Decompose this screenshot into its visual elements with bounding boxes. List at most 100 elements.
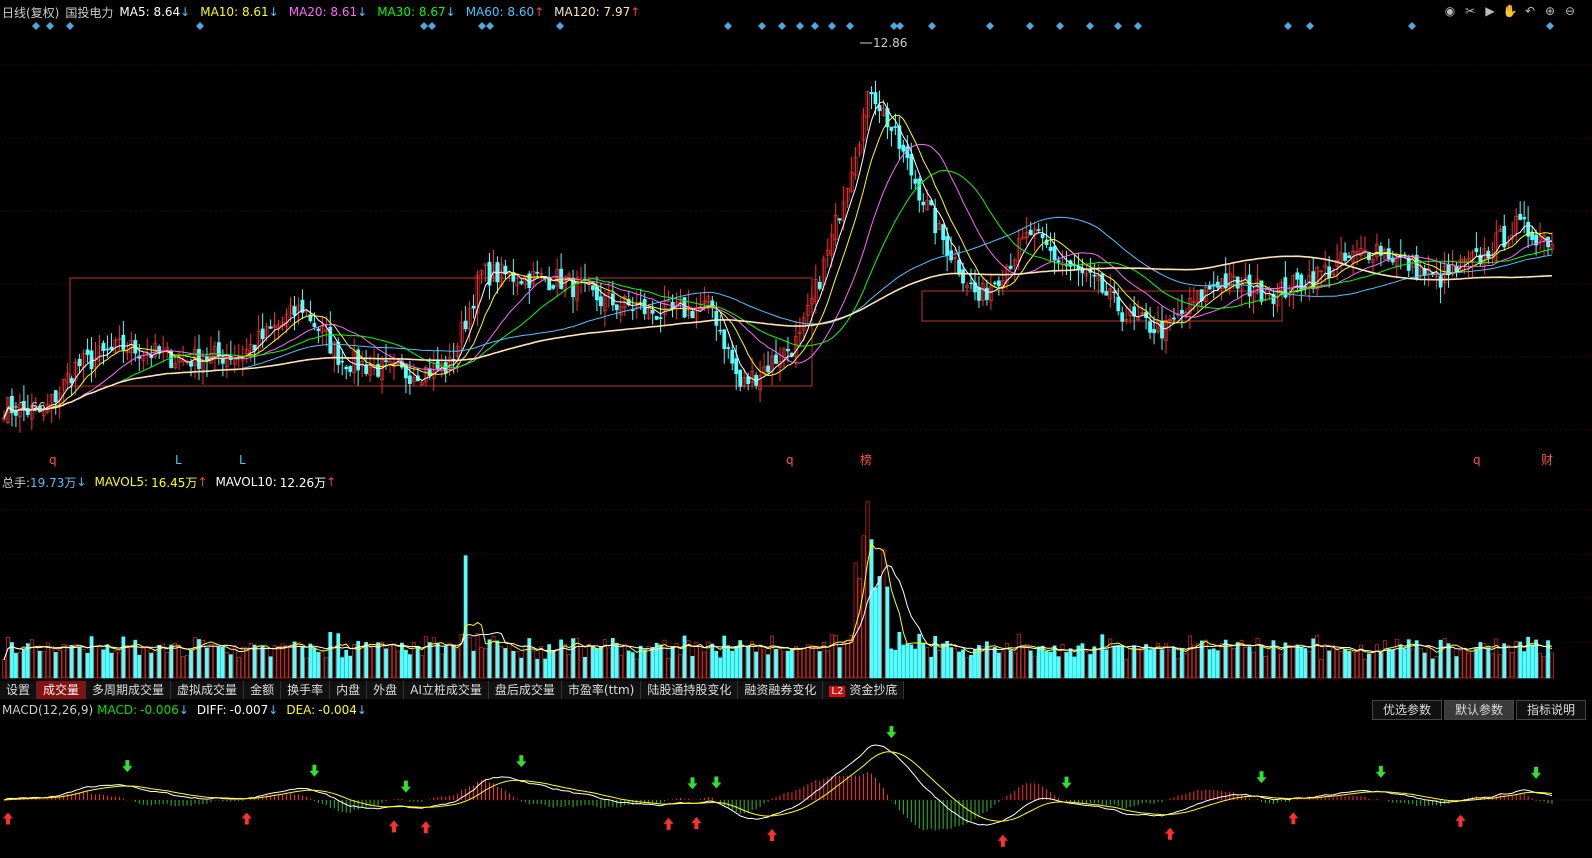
event-marker[interactable]: L bbox=[239, 453, 246, 467]
macd-param-button[interactable]: 默认参数 bbox=[1443, 700, 1514, 720]
tab-4[interactable]: 金额 bbox=[244, 681, 282, 699]
volume-bar bbox=[766, 654, 770, 679]
tab-10[interactable]: 市盈率(ttm) bbox=[562, 681, 642, 699]
play-icon[interactable]: ▶ bbox=[1485, 4, 1495, 18]
zoom-out-icon[interactable]: ⊖ bbox=[1564, 4, 1576, 18]
event-marker[interactable]: 榜 bbox=[860, 452, 872, 467]
event-diamond-icon[interactable] bbox=[811, 22, 819, 30]
tab-8[interactable]: AI立桩成交量 bbox=[404, 681, 489, 699]
event-diamond-icon[interactable] bbox=[828, 22, 836, 30]
event-diamond-icon[interactable] bbox=[1056, 22, 1064, 30]
event-diamond-icon[interactable] bbox=[486, 22, 494, 30]
event-diamond-icon[interactable] bbox=[556, 22, 564, 30]
volume-bar bbox=[1450, 646, 1455, 679]
event-marker[interactable]: 财 bbox=[1541, 453, 1553, 467]
ma-value: 8.60 bbox=[507, 5, 535, 19]
tab-5[interactable]: 换手率 bbox=[281, 681, 331, 699]
volume-bar bbox=[1406, 639, 1411, 679]
candle-body bbox=[1108, 288, 1113, 300]
candle-body bbox=[1207, 284, 1212, 290]
event-diamond-icon[interactable] bbox=[1086, 22, 1094, 30]
event-marker[interactable]: q bbox=[1473, 453, 1481, 467]
event-diamond-icon[interactable] bbox=[1306, 22, 1314, 30]
candle-body bbox=[49, 393, 54, 410]
event-marker[interactable]: L bbox=[175, 453, 182, 467]
event-diamond-icon[interactable] bbox=[778, 22, 786, 30]
tab-1[interactable]: 成交量 bbox=[37, 681, 87, 699]
undo-icon[interactable]: ↶ bbox=[1524, 4, 1536, 18]
event-diamond-icon[interactable] bbox=[32, 22, 40, 30]
macd-param-button[interactable]: 指标说明 bbox=[1515, 700, 1586, 720]
event-diamond-icon[interactable] bbox=[1134, 22, 1142, 30]
event-diamond-icon[interactable] bbox=[846, 22, 854, 30]
event-diamond-icon[interactable] bbox=[428, 22, 436, 30]
event-diamond-icon[interactable] bbox=[1114, 22, 1122, 30]
event-diamond-icon[interactable] bbox=[46, 22, 54, 30]
candle-body bbox=[893, 126, 898, 128]
hand-icon[interactable]: ✋ bbox=[1502, 4, 1518, 18]
event-diamond-icon[interactable] bbox=[66, 22, 74, 30]
tab-6[interactable]: 内盘 bbox=[330, 681, 368, 699]
candle-body bbox=[1323, 264, 1328, 268]
event-diamond-icon[interactable] bbox=[896, 22, 904, 30]
period-label[interactable]: 日线(复权) bbox=[2, 5, 60, 20]
event-diamond-icon[interactable] bbox=[890, 22, 898, 30]
candle-body bbox=[1382, 248, 1387, 260]
candle-body bbox=[901, 144, 906, 152]
macd-chart[interactable] bbox=[0, 718, 1592, 858]
candle-body bbox=[606, 292, 611, 295]
event-marker[interactable]: q bbox=[786, 453, 794, 467]
volume-bar bbox=[1367, 653, 1371, 679]
macd-param-button[interactable]: 优选参数 bbox=[1371, 700, 1442, 720]
volume-bar bbox=[1088, 654, 1093, 679]
tab-2[interactable]: 多周期成交量 bbox=[86, 681, 172, 699]
event-diamond-icon[interactable] bbox=[420, 22, 428, 30]
event-marker[interactable]: q bbox=[49, 453, 57, 467]
volume-bar bbox=[216, 646, 221, 679]
event-diamond-icon[interactable] bbox=[478, 22, 486, 30]
arrow-up-icon: ↑ bbox=[534, 5, 545, 19]
volume-bar bbox=[220, 646, 225, 679]
candle-body bbox=[953, 257, 957, 259]
eye-icon[interactable]: ◉ bbox=[1444, 4, 1456, 18]
volume-bar bbox=[730, 650, 735, 679]
volume-bar bbox=[746, 645, 751, 679]
volume-bar bbox=[714, 651, 719, 679]
tab-label: 融资融券变化 bbox=[744, 683, 817, 697]
event-diamond-icon[interactable] bbox=[1408, 22, 1416, 30]
volume-bar bbox=[404, 649, 408, 679]
candle-body bbox=[1410, 256, 1415, 268]
tab-9[interactable]: 盘后成交量 bbox=[489, 681, 562, 699]
volume-bar bbox=[1426, 645, 1431, 679]
tab-0[interactable]: 设置 bbox=[0, 681, 38, 699]
volume-bar bbox=[133, 639, 138, 679]
volume-bar bbox=[977, 645, 981, 679]
ma-label: MA10: bbox=[200, 5, 242, 19]
event-diamond-icon[interactable] bbox=[928, 22, 936, 30]
tab-7[interactable]: 外盘 bbox=[367, 681, 405, 699]
volume-bar bbox=[1004, 643, 1009, 679]
event-diamond-icon[interactable] bbox=[758, 22, 766, 30]
volume-bar bbox=[575, 637, 579, 679]
event-diamond-icon[interactable] bbox=[1284, 22, 1292, 30]
scissors-icon[interactable]: ✂ bbox=[1464, 4, 1476, 18]
candle-body bbox=[770, 356, 774, 373]
tab-13[interactable]: L2 资金抄底 bbox=[823, 681, 905, 699]
volume-bar bbox=[352, 644, 357, 679]
event-diamond-icon[interactable] bbox=[196, 22, 204, 30]
candle-body bbox=[1291, 275, 1296, 294]
event-diamond-icon[interactable] bbox=[724, 22, 732, 30]
event-diamond-icon[interactable] bbox=[1546, 22, 1554, 30]
zoom-in-icon[interactable]: ⊕ bbox=[1544, 4, 1556, 18]
volume-bar bbox=[1303, 648, 1308, 679]
event-diamond-icon[interactable] bbox=[1026, 22, 1034, 30]
volume-bar bbox=[29, 639, 34, 679]
tab-3[interactable]: 虚拟成交量 bbox=[171, 681, 245, 699]
volume-bar bbox=[248, 643, 253, 679]
tab-12[interactable]: 融资融券变化 bbox=[738, 681, 824, 699]
volume-chart[interactable] bbox=[0, 490, 1592, 680]
tab-11[interactable]: 陆股通持股变化 bbox=[641, 681, 739, 699]
event-diamond-icon[interactable] bbox=[986, 22, 994, 30]
event-diamond-icon[interactable] bbox=[796, 22, 804, 30]
